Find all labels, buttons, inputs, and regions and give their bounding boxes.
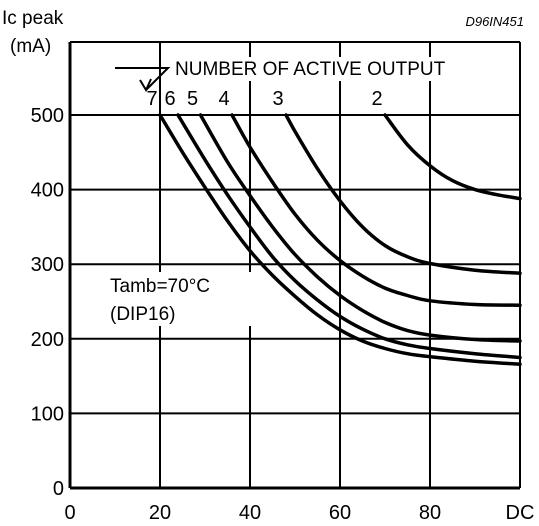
series-line-4: [230, 113, 522, 307]
grid: [68, 41, 521, 490]
curves: [158, 113, 522, 366]
series-label-2: 2: [371, 88, 382, 110]
series-label-3: 3: [272, 88, 283, 110]
series-label-6: 6: [164, 88, 175, 110]
y-tick-label-100: 100: [31, 403, 64, 425]
y-tick-label-200: 200: [31, 329, 64, 351]
figure-code: D96IN451: [465, 14, 524, 29]
series-line-3: [284, 113, 522, 275]
condition-background: [104, 272, 254, 326]
series-line-6: [176, 113, 522, 360]
y-axis-label: Ic peak: [2, 8, 64, 29]
x-tick-label-60: 60: [329, 502, 351, 524]
series-line-2: [383, 113, 522, 201]
annotation-background: [170, 57, 466, 81]
series-line-7: [158, 113, 522, 366]
x-tick-label-40: 40: [239, 502, 261, 524]
series-label-4: 4: [218, 88, 229, 110]
arrow-icon: [115, 67, 171, 91]
series-line-5: [198, 113, 522, 343]
x-tick-label-20: 20: [149, 502, 171, 524]
series-label-7: 7: [146, 88, 157, 110]
y-tick-label-0: 0: [53, 478, 64, 500]
y-tick-label-400: 400: [31, 180, 64, 202]
x-tick-label-0: 0: [64, 502, 75, 524]
series-label-5: 5: [187, 88, 198, 110]
y-axis-unit: (mA): [10, 36, 51, 57]
x-tick-label-80: 80: [419, 502, 441, 524]
arrow-head: [139, 78, 152, 93]
condition-temperature: Tamb=70°C: [110, 276, 210, 297]
number-of-outputs-annotation: NUMBER OF ACTIVE OUTPUT: [175, 59, 446, 80]
condition-package: (DIP16): [110, 304, 175, 325]
y-tick-label-300: 300: [31, 254, 64, 276]
y-tick-label-500: 500: [31, 105, 64, 127]
x-tick-label-DC: DC: [506, 502, 535, 524]
